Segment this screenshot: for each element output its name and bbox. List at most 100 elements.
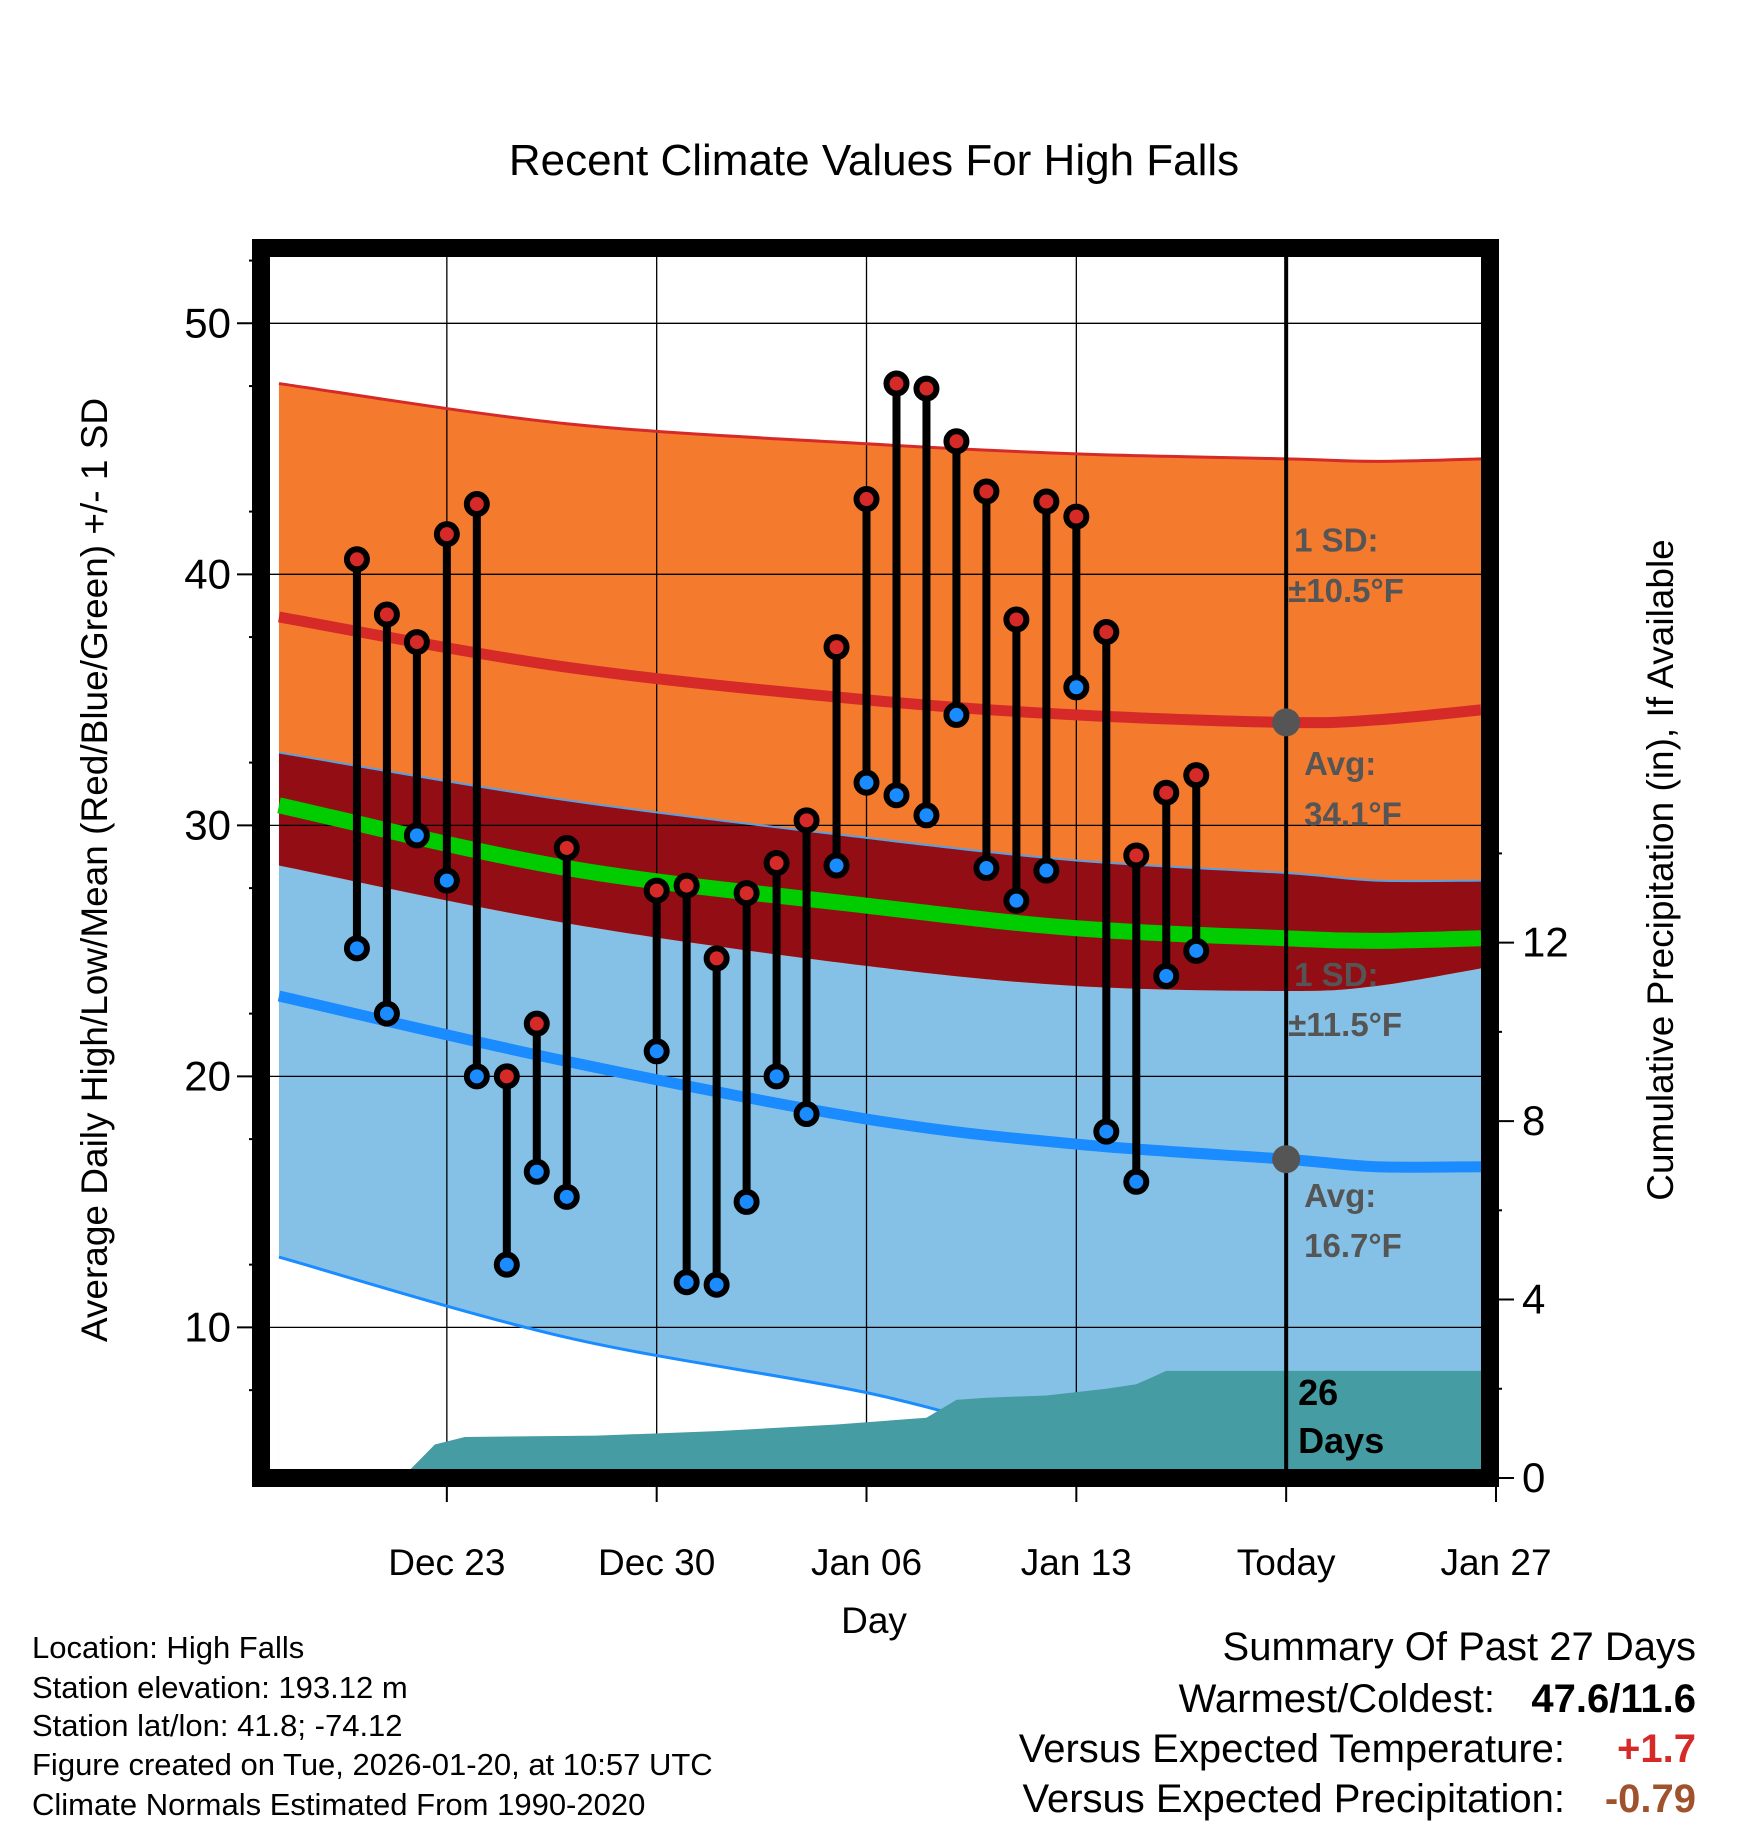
- observed-high-point: [1183, 762, 1210, 789]
- observed-low-point: [463, 1063, 490, 1090]
- y-tick-label: 20: [184, 1052, 231, 1099]
- observed-high-point: [553, 834, 580, 861]
- observed-high-point: [973, 478, 1000, 505]
- observed-low-point: [1093, 1118, 1120, 1145]
- x-tick-label: Dec 30: [598, 1542, 715, 1583]
- precip-days-count: 26: [1298, 1372, 1338, 1413]
- low-avg-value: 16.7°F: [1304, 1227, 1402, 1264]
- y2-tick-label: 8: [1522, 1097, 1545, 1144]
- observed-low-point: [973, 855, 1000, 882]
- high-avg-label: Avg:: [1304, 745, 1376, 782]
- observed-low-point: [733, 1188, 760, 1215]
- observed-low-point: [763, 1063, 790, 1090]
- observed-high-point: [523, 1010, 550, 1037]
- observed-low-point: [493, 1251, 520, 1278]
- summary-precip-label: Versus Expected Precipitation:: [1022, 1777, 1565, 1821]
- observation-day: [373, 601, 400, 1027]
- observed-low-point: [373, 1000, 400, 1027]
- observation-day: [1033, 488, 1060, 884]
- chart-title: Recent Climate Values For High Falls: [509, 136, 1239, 185]
- x-tick-label: Today: [1237, 1542, 1336, 1583]
- high-sd-value: ±10.5°F: [1288, 572, 1404, 609]
- observation-day: [1063, 503, 1090, 701]
- summary-temp-label: Versus Expected Temperature:: [1019, 1727, 1565, 1771]
- x-tick-label: Jan 06: [811, 1542, 922, 1583]
- observed-high-point: [793, 807, 820, 834]
- info-location: Location: High Falls: [32, 1630, 304, 1665]
- observed-high-point: [493, 1063, 520, 1090]
- x-axis-label: Day: [841, 1600, 907, 1641]
- observed-high-point: [1123, 842, 1150, 869]
- y-tick-label: 30: [184, 801, 231, 848]
- high-sd-label: 1 SD:: [1294, 522, 1378, 559]
- below-low-sd-area: [278, 1257, 1482, 1478]
- observed-low-point: [1003, 887, 1030, 914]
- observed-low-point: [673, 1269, 700, 1296]
- observed-low-point: [643, 1038, 670, 1065]
- observed-high-point: [1093, 619, 1120, 646]
- summary-precip-value: -0.79: [1605, 1777, 1696, 1821]
- observation-day: [553, 834, 580, 1210]
- observation-day: [1123, 842, 1150, 1195]
- observation-day: [943, 428, 970, 728]
- observed-low-point: [943, 701, 970, 728]
- observation-day: [763, 850, 790, 1090]
- mean-normal-line: [277, 797, 1482, 949]
- summary-warm-cold-label: Warmest/Coldest:: [1179, 1677, 1495, 1721]
- observation-day: [913, 375, 940, 829]
- observed-high-point: [373, 601, 400, 628]
- precip-days-word: Days: [1298, 1420, 1384, 1461]
- observed-low-point: [1063, 674, 1090, 701]
- low-sd-value: ±11.5°F: [1288, 1006, 1402, 1043]
- low-avg-label: Avg:: [1304, 1177, 1376, 1214]
- observation-day: [1153, 779, 1180, 989]
- low-sd-band: [278, 865, 1482, 1478]
- observed-low-point: [523, 1158, 550, 1185]
- observation-day: [733, 880, 760, 1215]
- y2-tick-label: 0: [1522, 1454, 1545, 1501]
- observed-high-point: [1153, 779, 1180, 806]
- x-tick-label: Jan 27: [1440, 1542, 1551, 1583]
- y-tick-label: 40: [184, 550, 231, 597]
- y-tick-label: 50: [184, 299, 231, 346]
- observed-low-point: [1123, 1168, 1150, 1195]
- observation-day: [1093, 619, 1120, 1145]
- observation-day: [673, 872, 700, 1296]
- observed-high-point: [703, 945, 730, 972]
- observation-day: [643, 877, 670, 1065]
- observation-day: [853, 486, 880, 796]
- observed-low-point: [433, 867, 460, 894]
- y2-tick-label: 12: [1522, 919, 1569, 966]
- observed-high-point: [943, 428, 970, 455]
- observed-low-point: [1033, 857, 1060, 884]
- summary-title: Summary Of Past 27 Days: [1223, 1625, 1696, 1669]
- observation-day: [343, 546, 370, 962]
- observation-day: [403, 629, 430, 849]
- observed-high-point: [643, 877, 670, 904]
- observed-low-point: [553, 1183, 580, 1210]
- observed-high-point: [853, 486, 880, 513]
- station-info: Location: High Falls Station elevation: …: [32, 1630, 713, 1822]
- observation-day: [463, 491, 490, 1090]
- observed-low-point: [853, 769, 880, 796]
- observed-low-point: [403, 822, 430, 849]
- y-axis-label: Average Daily High/Low/Mean (Red/Blue/Gr…: [74, 398, 115, 1342]
- x-tick-label: Dec 23: [388, 1542, 505, 1583]
- observed-low-point: [343, 935, 370, 962]
- info-latlon: Station lat/lon: 41.8; -74.12: [32, 1708, 403, 1743]
- info-created: Figure created on Tue, 2026-01-20, at 10…: [32, 1747, 713, 1782]
- observed-high-point: [403, 629, 430, 656]
- observation-day: [823, 634, 850, 879]
- observed-high-point: [913, 375, 940, 402]
- high-avg-value: 34.1°F: [1304, 795, 1402, 832]
- summary-temp-value: +1.7: [1617, 1727, 1696, 1771]
- observation-day: [493, 1063, 520, 1278]
- observed-high-point: [433, 521, 460, 548]
- observed-high-point: [343, 546, 370, 573]
- low-normal-line: [277, 990, 1482, 1173]
- info-normals: Climate Normals Estimated From 1990-2020: [32, 1787, 645, 1822]
- summary: Summary Of Past 27 Days Warmest/Coldest:…: [1019, 1625, 1696, 1821]
- observed-low-point: [913, 802, 940, 829]
- observed-low-point: [1153, 962, 1180, 989]
